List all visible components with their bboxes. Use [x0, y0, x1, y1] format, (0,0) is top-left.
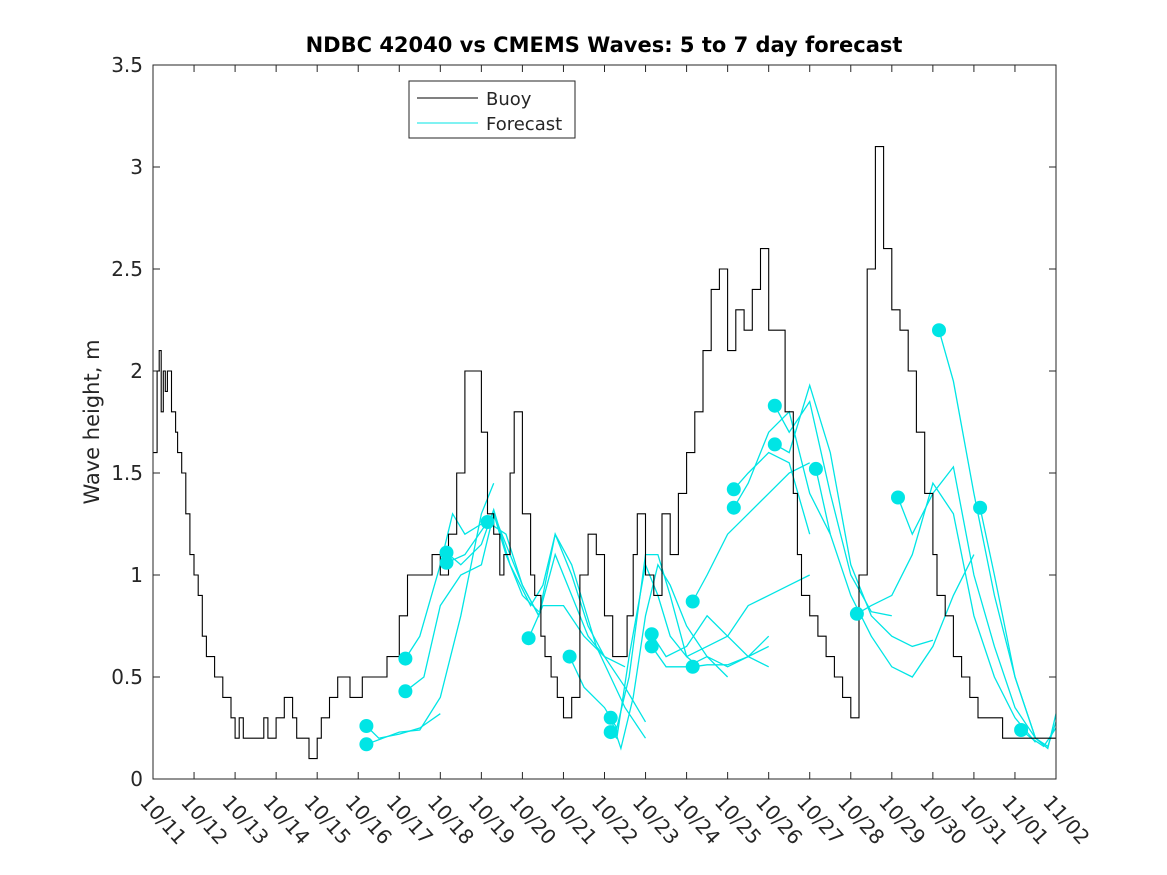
forecast-line [938, 330, 1057, 750]
forecast-markers [359, 323, 1029, 752]
forecast-line [774, 383, 934, 648]
forecast-line [979, 507, 1057, 748]
forecast-marker [685, 594, 700, 609]
forecast-marker [808, 461, 823, 476]
forecast-marker [480, 515, 495, 529]
forecast-line [569, 553, 700, 730]
forecast-series [365, 330, 1057, 751]
forecast-marker [603, 725, 618, 740]
chart-title: NDBC 42040 vs CMEMS Waves: 5 to 7 day fo… [306, 33, 903, 57]
forecast-line [365, 713, 441, 739]
forecast-marker [603, 710, 618, 725]
forecast-marker [439, 555, 454, 570]
forecast-marker [891, 490, 905, 505]
forecast-line [405, 511, 606, 692]
forecast-marker [849, 606, 864, 621]
forecast-line [815, 468, 975, 678]
forecast-line [856, 481, 1036, 743]
y-tick-label: 1 [130, 563, 143, 587]
plot-background [153, 65, 1056, 779]
forecast-marker [439, 545, 454, 560]
plot-frame [152, 64, 1057, 780]
forecast-marker [973, 500, 988, 515]
forecast-line [366, 482, 495, 745]
forecast-marker [644, 639, 659, 654]
forecast-line [897, 465, 1037, 739]
y-axis: 0 0.5 1 1.5 2 2.5 3 3.5 [111, 53, 1056, 791]
forecast-marker [359, 719, 374, 733]
forecast-marker [685, 659, 700, 674]
y-tick-label: 2.5 [111, 257, 143, 281]
x-tick-label: 11/02 [1038, 790, 1094, 849]
legend-box [408, 80, 576, 139]
forecast-line [774, 399, 892, 617]
forecast-marker [398, 651, 413, 666]
y-tick-label: 3.5 [111, 53, 143, 77]
buoy-series [153, 146, 1056, 760]
forecast-line [610, 562, 769, 740]
forecast-marker [932, 323, 946, 338]
forecast-marker [767, 437, 782, 452]
forecast-line [733, 410, 831, 535]
forecast-marker [767, 398, 782, 413]
forecast-marker [1014, 723, 1029, 737]
buoy-line [153, 146, 1056, 760]
forecast-line [692, 645, 769, 668]
y-tick-label: 3 [130, 155, 143, 179]
forecast-line [404, 512, 540, 659]
forecast-marker [726, 500, 741, 515]
legend-forecast-label: Forecast [486, 114, 562, 135]
forecast-marker [562, 649, 577, 664]
y-tick-label: 1.5 [111, 461, 143, 485]
y-axis-label: Wave height, m [80, 339, 104, 504]
forecast-line [733, 451, 811, 535]
legend-buoy-label: Buoy [486, 89, 532, 110]
forecast-marker [521, 631, 536, 646]
forecast-marker [398, 684, 413, 699]
y-tick-label: 2 [130, 359, 143, 383]
forecast-line [692, 462, 810, 602]
forecast-line [651, 574, 810, 658]
forecast-marker [359, 737, 374, 752]
y-tick-label: 0.5 [111, 665, 143, 689]
y-tick-label: 0 [130, 767, 143, 791]
forecast-marker [726, 482, 741, 497]
legend: Buoy Forecast [408, 80, 576, 139]
forecast-marker [644, 627, 659, 642]
forecast-line [610, 563, 729, 751]
